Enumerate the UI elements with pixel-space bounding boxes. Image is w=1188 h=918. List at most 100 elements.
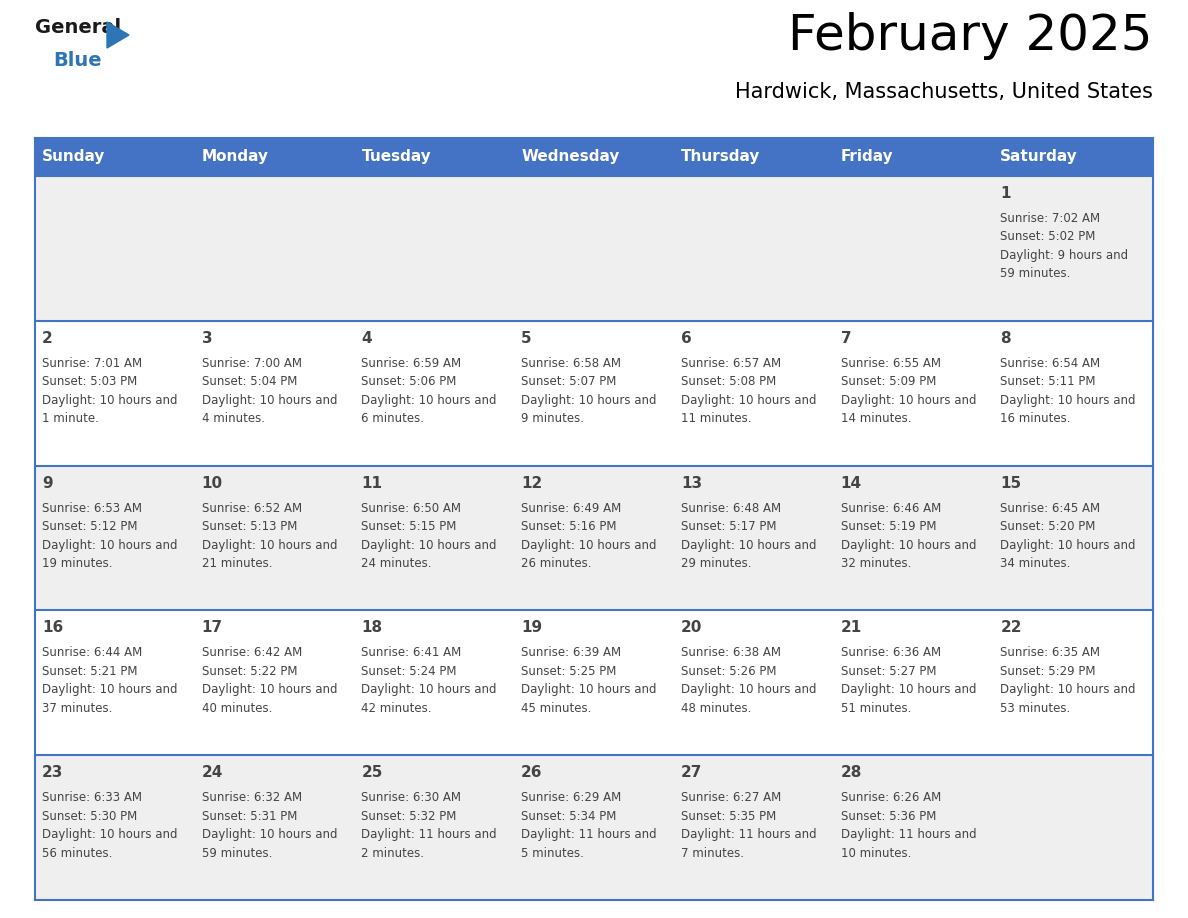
Text: 19 minutes.: 19 minutes. — [42, 557, 113, 570]
FancyBboxPatch shape — [834, 176, 993, 320]
Text: Daylight: 10 hours and: Daylight: 10 hours and — [841, 394, 977, 407]
FancyBboxPatch shape — [993, 610, 1154, 756]
FancyBboxPatch shape — [34, 176, 195, 320]
Text: Daylight: 10 hours and: Daylight: 10 hours and — [841, 539, 977, 552]
Text: 59 minutes.: 59 minutes. — [202, 846, 272, 859]
Text: Sunset: 5:32 PM: Sunset: 5:32 PM — [361, 810, 457, 823]
Text: Daylight: 10 hours and: Daylight: 10 hours and — [202, 394, 337, 407]
Text: Sunset: 5:35 PM: Sunset: 5:35 PM — [681, 810, 776, 823]
Text: Daylight: 10 hours and: Daylight: 10 hours and — [841, 683, 977, 697]
Text: Sunrise: 6:59 AM: Sunrise: 6:59 AM — [361, 357, 462, 370]
FancyBboxPatch shape — [993, 465, 1154, 610]
Text: Thursday: Thursday — [681, 150, 760, 164]
Text: 28: 28 — [841, 766, 862, 780]
Text: Sunrise: 6:41 AM: Sunrise: 6:41 AM — [361, 646, 462, 659]
Text: 4 minutes.: 4 minutes. — [202, 412, 265, 425]
Text: Sunset: 5:11 PM: Sunset: 5:11 PM — [1000, 375, 1095, 388]
Text: Daylight: 10 hours and: Daylight: 10 hours and — [681, 683, 816, 697]
Text: Daylight: 11 hours and: Daylight: 11 hours and — [681, 828, 816, 841]
Text: 12: 12 — [522, 476, 543, 490]
FancyBboxPatch shape — [34, 138, 1154, 176]
FancyBboxPatch shape — [674, 756, 834, 900]
Text: Blue: Blue — [53, 51, 102, 70]
Text: 7 minutes.: 7 minutes. — [681, 846, 744, 859]
Text: Sunrise: 6:57 AM: Sunrise: 6:57 AM — [681, 357, 781, 370]
Text: Daylight: 9 hours and: Daylight: 9 hours and — [1000, 249, 1129, 262]
Text: Sunset: 5:13 PM: Sunset: 5:13 PM — [202, 521, 297, 533]
FancyBboxPatch shape — [834, 756, 993, 900]
Text: 32 minutes.: 32 minutes. — [841, 557, 911, 570]
Text: Sunset: 5:02 PM: Sunset: 5:02 PM — [1000, 230, 1095, 243]
FancyBboxPatch shape — [34, 610, 195, 756]
Text: Daylight: 10 hours and: Daylight: 10 hours and — [1000, 539, 1136, 552]
Text: Daylight: 10 hours and: Daylight: 10 hours and — [42, 394, 177, 407]
Text: Daylight: 10 hours and: Daylight: 10 hours and — [361, 539, 497, 552]
FancyBboxPatch shape — [34, 320, 195, 465]
Text: 1: 1 — [1000, 186, 1011, 201]
Text: 8: 8 — [1000, 330, 1011, 346]
Text: Daylight: 10 hours and: Daylight: 10 hours and — [522, 683, 657, 697]
Text: 3: 3 — [202, 330, 213, 346]
Text: 14: 14 — [841, 476, 861, 490]
Text: Sunrise: 6:32 AM: Sunrise: 6:32 AM — [202, 791, 302, 804]
Text: 19: 19 — [522, 621, 542, 635]
Text: Sunset: 5:29 PM: Sunset: 5:29 PM — [1000, 665, 1095, 677]
Text: Saturday: Saturday — [1000, 150, 1078, 164]
Text: Daylight: 10 hours and: Daylight: 10 hours and — [202, 683, 337, 697]
Text: General: General — [34, 18, 121, 37]
Text: Daylight: 11 hours and: Daylight: 11 hours and — [522, 828, 657, 841]
Text: Sunset: 5:12 PM: Sunset: 5:12 PM — [42, 521, 138, 533]
Text: 37 minutes.: 37 minutes. — [42, 702, 113, 715]
Text: Sunrise: 6:38 AM: Sunrise: 6:38 AM — [681, 646, 781, 659]
Text: February 2025: February 2025 — [789, 12, 1154, 60]
Text: Sunrise: 6:48 AM: Sunrise: 6:48 AM — [681, 501, 781, 515]
Text: 45 minutes.: 45 minutes. — [522, 702, 592, 715]
FancyBboxPatch shape — [195, 465, 354, 610]
FancyBboxPatch shape — [514, 176, 674, 320]
Text: 26 minutes.: 26 minutes. — [522, 557, 592, 570]
FancyBboxPatch shape — [834, 465, 993, 610]
Text: 15: 15 — [1000, 476, 1022, 490]
Text: Sunrise: 6:55 AM: Sunrise: 6:55 AM — [841, 357, 941, 370]
Text: 17: 17 — [202, 621, 223, 635]
Text: 16: 16 — [42, 621, 63, 635]
Text: Sunset: 5:20 PM: Sunset: 5:20 PM — [1000, 521, 1095, 533]
Text: Sunset: 5:16 PM: Sunset: 5:16 PM — [522, 521, 617, 533]
Text: Sunset: 5:21 PM: Sunset: 5:21 PM — [42, 665, 138, 677]
Text: Daylight: 10 hours and: Daylight: 10 hours and — [522, 539, 657, 552]
Text: Sunrise: 6:29 AM: Sunrise: 6:29 AM — [522, 791, 621, 804]
Text: Sunday: Sunday — [42, 150, 106, 164]
Text: 11 minutes.: 11 minutes. — [681, 412, 751, 425]
Text: 51 minutes.: 51 minutes. — [841, 702, 911, 715]
Text: Sunrise: 6:36 AM: Sunrise: 6:36 AM — [841, 646, 941, 659]
Text: Sunrise: 7:01 AM: Sunrise: 7:01 AM — [42, 357, 143, 370]
FancyBboxPatch shape — [195, 756, 354, 900]
FancyBboxPatch shape — [34, 465, 195, 610]
Text: 6: 6 — [681, 330, 691, 346]
FancyBboxPatch shape — [514, 320, 674, 465]
FancyBboxPatch shape — [514, 756, 674, 900]
Text: Sunrise: 6:52 AM: Sunrise: 6:52 AM — [202, 501, 302, 515]
Text: 6 minutes.: 6 minutes. — [361, 412, 424, 425]
Text: Tuesday: Tuesday — [361, 150, 431, 164]
Text: 9: 9 — [42, 476, 52, 490]
Text: 20: 20 — [681, 621, 702, 635]
Text: 40 minutes.: 40 minutes. — [202, 702, 272, 715]
Text: 59 minutes.: 59 minutes. — [1000, 267, 1070, 281]
Text: 2 minutes.: 2 minutes. — [361, 846, 424, 859]
FancyBboxPatch shape — [834, 610, 993, 756]
Text: Sunset: 5:09 PM: Sunset: 5:09 PM — [841, 375, 936, 388]
Text: 16 minutes.: 16 minutes. — [1000, 412, 1070, 425]
Text: Sunset: 5:26 PM: Sunset: 5:26 PM — [681, 665, 776, 677]
Text: Daylight: 10 hours and: Daylight: 10 hours and — [522, 394, 657, 407]
FancyBboxPatch shape — [674, 176, 834, 320]
Text: 9 minutes.: 9 minutes. — [522, 412, 584, 425]
Text: 48 minutes.: 48 minutes. — [681, 702, 751, 715]
Text: Sunrise: 6:58 AM: Sunrise: 6:58 AM — [522, 357, 621, 370]
Text: 27: 27 — [681, 766, 702, 780]
Text: Sunset: 5:08 PM: Sunset: 5:08 PM — [681, 375, 776, 388]
Text: Monday: Monday — [202, 150, 268, 164]
FancyBboxPatch shape — [674, 320, 834, 465]
Text: Daylight: 10 hours and: Daylight: 10 hours and — [202, 539, 337, 552]
Text: Daylight: 10 hours and: Daylight: 10 hours and — [1000, 394, 1136, 407]
